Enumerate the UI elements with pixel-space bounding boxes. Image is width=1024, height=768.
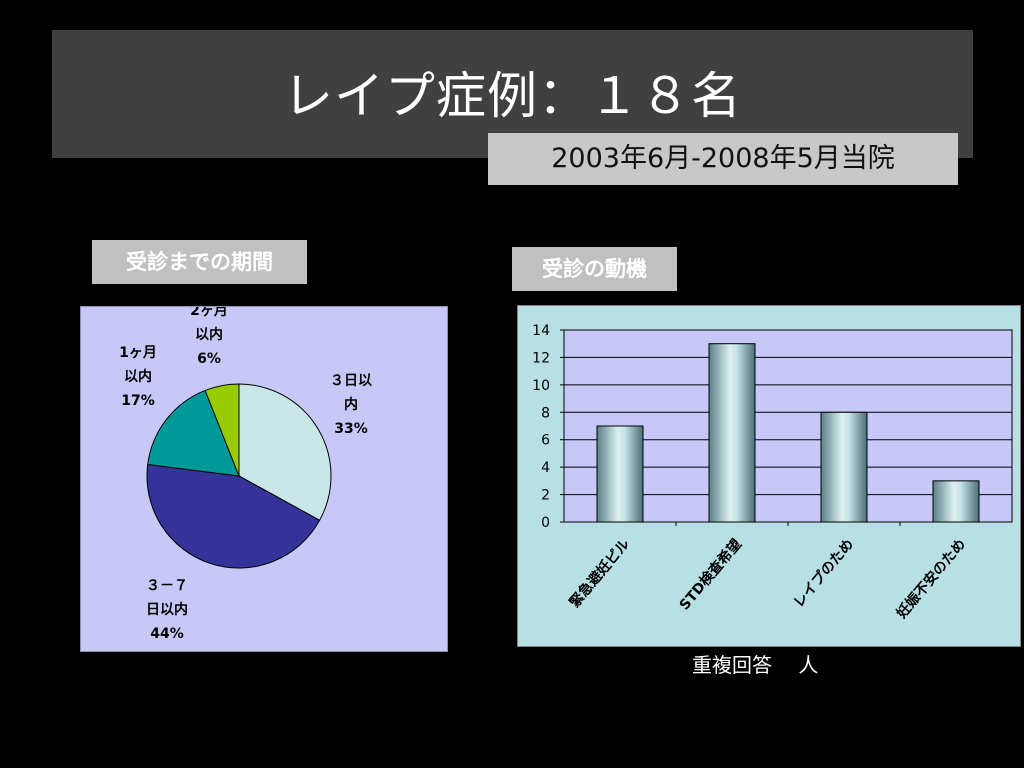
pie-chart-panel: ３日以内 33% ３－７日以内 44% 1ヶ月以内 17% 2ヶ月以内 6% [80, 303, 448, 652]
bar-0 [596, 425, 644, 523]
y-tick-label: 2 [541, 488, 550, 504]
y-tick-label: 12 [532, 350, 550, 366]
y-tick-label: 10 [532, 378, 550, 394]
x-tick-label-1: STD検査希望 [676, 536, 745, 614]
pie-slice-0 [238, 383, 332, 522]
pie-slice-label-3: 2ヶ月以内 6% [190, 307, 228, 367]
y-tick-label: 14 [532, 323, 550, 339]
y-tick-label: 8 [541, 405, 550, 421]
bar-chart-panel: 0 2 4 6 8 10 12 14 緊急避妊ピル STD検査希望 レイプのため 妊娠不安のため [517, 305, 1021, 647]
bar-1 [708, 343, 756, 523]
x-tick-label-3: 妊娠不安のため [893, 536, 969, 622]
bar-2 [820, 411, 868, 523]
bar-chart-title: 受診の動機 [512, 247, 677, 291]
pie-slice-label-2: 1ヶ月以内 17% [119, 345, 157, 409]
y-tick-label: 6 [541, 433, 550, 449]
bar-chart: 0 2 4 6 8 10 12 14 緊急避妊ピル STD検査希望 レイプのため 妊娠不安のため [532, 323, 1013, 622]
x-tick-label-2: レイプのため [791, 536, 857, 611]
pie-chart: ３日以内 33% ３－７日以内 44% 1ヶ月以内 17% 2ヶ月以内 6% [119, 303, 372, 642]
pie-slice-label-1: ３－７日以内 44% [146, 578, 188, 642]
pie-slice-label-0: ３日以内 33% [330, 373, 372, 437]
pie-chart-title: 受診までの期間 [92, 240, 307, 284]
x-tick-label-0: 緊急避妊ピル [566, 536, 633, 611]
pie-slice-3 [204, 383, 240, 477]
slide-title: レイプ症例：１８名 [283, 67, 742, 125]
pie-slice-1 [146, 463, 321, 569]
y-tick-label: 0 [541, 515, 550, 531]
footnote: 重複回答 人 [692, 653, 819, 677]
pie-slice-2 [147, 389, 240, 477]
period-label: 2003年6月-2008年5月当院 [488, 133, 958, 185]
y-tick-label: 4 [541, 460, 550, 476]
bar-3 [932, 480, 980, 523]
